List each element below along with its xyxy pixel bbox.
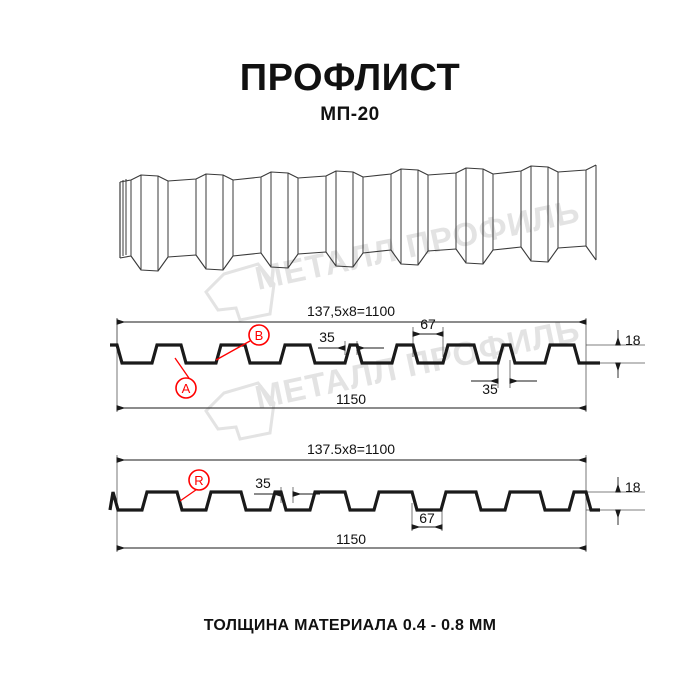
dim-label-top-span-2: 137.5x8=1100 (307, 441, 395, 457)
dim-label-bottom-span: 1150 (336, 391, 366, 407)
material-thickness-caption: ТОЛЩИНА МАТЕРИАЛА 0.4 - 0.8 ММ (203, 617, 497, 634)
dim-label-top-span: 137,5x8=1100 (307, 303, 395, 319)
marker-a: A (174, 357, 197, 399)
marker-b: B (215, 324, 270, 361)
section-bottom: 137.5x8=1100 1150 35 67 18 R (108, 441, 645, 552)
profile-cross-section-top (110, 343, 600, 365)
marker-a-label: A (182, 381, 191, 396)
dim-label-bottom-span-2: 1150 (336, 531, 366, 547)
dim-label-flat-width-2: 67 (419, 510, 435, 526)
watermark-logo-bottom (204, 381, 276, 441)
dim-label-height-2: 18 (625, 479, 641, 495)
dim-label-rib-width-2: 35 (255, 475, 271, 491)
section-top: 137,5x8=1100 1150 35 67 35 18 (110, 303, 645, 412)
page-subtitle-model: МП-20 (320, 104, 380, 125)
profile-3d-isometric-view (119, 164, 597, 272)
dim-label-flat-width: 67 (420, 316, 436, 332)
profile-cross-section-bottom (108, 490, 600, 512)
marker-b-label: B (255, 328, 264, 343)
section-bottom-extension-lines (116, 455, 645, 552)
dim-label-rib-width-lower: 35 (482, 381, 498, 397)
dim-label-rib-width: 35 (319, 329, 335, 345)
marker-r: R (179, 469, 210, 502)
page-title: ПРОФЛИСТ (239, 57, 461, 99)
dim-label-height: 18 (625, 332, 641, 348)
marker-r-label: R (194, 473, 203, 488)
